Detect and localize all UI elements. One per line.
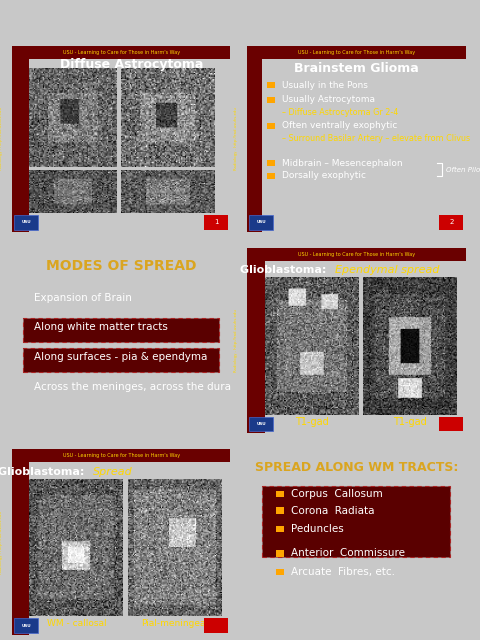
- Text: Along white matter tracts: Along white matter tracts: [34, 323, 168, 333]
- Text: Arcuate  Fibres, etc.: Arcuate Fibres, etc.: [291, 567, 395, 577]
- Text: MODES OF SPREAD: MODES OF SPREAD: [46, 259, 196, 273]
- Text: SPREAD ALONG WM TRACTS:: SPREAD ALONG WM TRACTS:: [255, 461, 458, 474]
- Text: Pial-meningeal: Pial-meningeal: [141, 620, 208, 628]
- Text: Glioblastoma:: Glioblastoma:: [0, 467, 88, 477]
- FancyBboxPatch shape: [267, 160, 275, 166]
- FancyBboxPatch shape: [23, 348, 219, 372]
- Text: 1: 1: [214, 220, 218, 225]
- FancyBboxPatch shape: [23, 318, 219, 342]
- Text: Along surfaces - pia & ependyma: Along surfaces - pia & ependyma: [34, 352, 207, 362]
- FancyBboxPatch shape: [12, 449, 29, 635]
- FancyBboxPatch shape: [276, 491, 284, 497]
- FancyBboxPatch shape: [204, 215, 228, 230]
- Text: Ependymal spread: Ependymal spread: [335, 265, 439, 275]
- FancyBboxPatch shape: [14, 215, 38, 230]
- Text: Glioblastoma:: Glioblastoma:: [240, 265, 330, 275]
- FancyBboxPatch shape: [439, 215, 463, 230]
- FancyBboxPatch shape: [267, 123, 275, 129]
- FancyBboxPatch shape: [267, 97, 275, 103]
- Text: Peduncles: Peduncles: [291, 524, 344, 534]
- Text: USU: USU: [22, 623, 31, 628]
- FancyBboxPatch shape: [247, 248, 264, 433]
- Text: USU: USU: [22, 220, 31, 225]
- FancyBboxPatch shape: [276, 508, 284, 514]
- Text: Often ventrally exophytic: Often ventrally exophytic: [282, 122, 397, 131]
- FancyBboxPatch shape: [14, 618, 38, 633]
- Text: USU: USU: [257, 422, 266, 426]
- FancyBboxPatch shape: [247, 248, 466, 260]
- FancyBboxPatch shape: [250, 417, 274, 431]
- Text: T1-gad: T1-gad: [393, 417, 427, 427]
- Text: Midbrain – Mesencephalon: Midbrain – Mesencephalon: [282, 159, 403, 168]
- Text: Radiology - http://rad.usuhs.edu: Radiology - http://rad.usuhs.edu: [234, 108, 238, 170]
- Text: Radiology - http://rad.usuhs.edu: Radiology - http://rad.usuhs.edu: [0, 511, 3, 573]
- FancyBboxPatch shape: [267, 82, 275, 88]
- FancyBboxPatch shape: [12, 46, 29, 232]
- Text: USU: USU: [257, 220, 266, 225]
- FancyBboxPatch shape: [204, 618, 228, 633]
- Text: USU - Learning to Care for Those in Harm's Way: USU - Learning to Care for Those in Harm…: [298, 252, 415, 257]
- Text: USU - Learning to Care for Those in Harm's Way: USU - Learning to Care for Those in Harm…: [298, 50, 415, 55]
- Text: Diffuse Astrocytoma: Diffuse Astrocytoma: [60, 58, 204, 71]
- Text: Corona  Radiata: Corona Radiata: [291, 506, 374, 516]
- FancyBboxPatch shape: [250, 215, 274, 230]
- Text: USU - Learning to Care for Those in Harm's Way: USU - Learning to Care for Those in Harm…: [62, 50, 180, 55]
- FancyBboxPatch shape: [267, 173, 275, 179]
- Text: Spread: Spread: [93, 467, 132, 477]
- Text: Anterior  Commissure: Anterior Commissure: [291, 548, 405, 558]
- Text: T1-gad: T1-gad: [295, 417, 328, 427]
- Text: Usually Astrocytoma: Usually Astrocytoma: [282, 95, 375, 104]
- Text: 2: 2: [449, 220, 454, 225]
- Text: – Diffuse Astrocytoma Gr 2-4: – Diffuse Astrocytoma Gr 2-4: [282, 108, 398, 117]
- FancyBboxPatch shape: [439, 417, 463, 431]
- Text: WM - callosal: WM - callosal: [47, 620, 106, 628]
- Text: Radiology - http://rad.usuhs.edu: Radiology - http://rad.usuhs.edu: [234, 309, 238, 372]
- Text: – Surround Basilar Artery – elevate from Clivus: – Surround Basilar Artery – elevate from…: [282, 134, 470, 143]
- FancyBboxPatch shape: [276, 526, 284, 532]
- Text: Corpus  Callosum: Corpus Callosum: [291, 489, 383, 499]
- Text: Usually in the Pons: Usually in the Pons: [282, 81, 368, 90]
- FancyBboxPatch shape: [276, 550, 284, 557]
- FancyBboxPatch shape: [12, 46, 230, 59]
- FancyBboxPatch shape: [263, 486, 450, 557]
- Text: Across the meninges, across the dura: Across the meninges, across the dura: [34, 382, 231, 392]
- FancyBboxPatch shape: [247, 46, 466, 59]
- Text: Radiology - http://rad.usuhs.edu: Radiology - http://rad.usuhs.edu: [0, 108, 3, 170]
- FancyBboxPatch shape: [276, 568, 284, 575]
- Text: Often Pilocytic: Often Pilocytic: [446, 166, 480, 173]
- Text: Brainstem Glioma: Brainstem Glioma: [294, 62, 419, 75]
- FancyBboxPatch shape: [247, 46, 263, 232]
- Text: USU - Learning to Care for Those in Harm's Way: USU - Learning to Care for Those in Harm…: [62, 453, 180, 458]
- FancyBboxPatch shape: [12, 449, 230, 462]
- Text: Expansion of Brain: Expansion of Brain: [34, 292, 132, 303]
- Text: Dorsally exophytic: Dorsally exophytic: [282, 172, 366, 180]
